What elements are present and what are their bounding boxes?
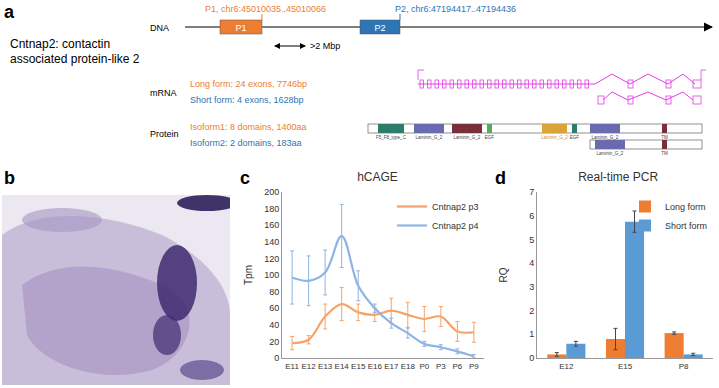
- svg-text:P1, chr6:45010035..45010066: P1, chr6:45010035..45010066: [205, 4, 326, 14]
- svg-text:E11: E11: [285, 362, 299, 371]
- svg-text:E18: E18: [401, 362, 416, 371]
- svg-text:Laminin_G_2: Laminin_G_2: [597, 151, 624, 156]
- svg-text:200: 200: [264, 187, 279, 197]
- svg-text:Tpm: Tpm: [243, 265, 254, 285]
- svg-text:P8: P8: [679, 362, 689, 371]
- svg-text:E12: E12: [559, 362, 574, 371]
- svg-text:120: 120: [264, 254, 279, 264]
- svg-text:Cntnap2 p4: Cntnap2 p4: [432, 221, 479, 231]
- svg-text:Short form: Short form: [665, 221, 707, 231]
- svg-text:associated protein-like 2: associated protein-like 2: [10, 52, 140, 66]
- svg-text:E16: E16: [368, 362, 383, 371]
- svg-text:TM: TM: [661, 151, 668, 156]
- html-text:d: d: [495, 168, 506, 188]
- svg-text:P1: P1: [235, 23, 246, 33]
- svg-text:1: 1: [529, 329, 534, 339]
- svg-text:180: 180: [264, 204, 279, 214]
- svg-text:Short form: 4 exons, 1628bp: Short form: 4 exons, 1628bp: [190, 95, 304, 105]
- svg-text:3: 3: [529, 282, 534, 292]
- svg-text:100: 100: [264, 270, 279, 280]
- svg-text:E13: E13: [318, 362, 333, 371]
- svg-text:P2: P2: [374, 23, 385, 33]
- svg-text:P0: P0: [419, 362, 429, 371]
- svg-text:40: 40: [269, 320, 279, 330]
- svg-text:RQ: RQ: [498, 267, 509, 282]
- svg-text:Cntnap2 p3: Cntnap2 p3: [432, 202, 479, 212]
- svg-text:Laminin_G_2: Laminin_G_2: [454, 135, 481, 140]
- svg-text:mRNA: mRNA: [150, 88, 177, 98]
- svg-text:EGF: EGF: [570, 135, 580, 140]
- svg-text:E12: E12: [302, 362, 317, 371]
- svg-text:0: 0: [274, 353, 279, 363]
- svg-text:EGF: EGF: [485, 135, 495, 140]
- svg-text:Cntnap2: contactin: Cntnap2: contactin: [10, 37, 110, 51]
- svg-text:160: 160: [264, 220, 279, 230]
- svg-text:140: 140: [264, 237, 279, 247]
- svg-text:5: 5: [529, 235, 534, 245]
- svg-text:80: 80: [269, 287, 279, 297]
- svg-text:TM: TM: [661, 135, 668, 140]
- svg-text:20: 20: [269, 337, 279, 347]
- svg-text:Laminin_G_2: Laminin_G_2: [592, 135, 619, 140]
- svg-text:DNA: DNA: [150, 23, 169, 33]
- svg-text:7: 7: [529, 187, 534, 197]
- svg-text:P6: P6: [452, 362, 462, 371]
- svg-text:P9: P9: [469, 362, 479, 371]
- svg-text:Protein: Protein: [150, 129, 179, 139]
- html-text:c: c: [240, 168, 250, 188]
- svg-text:0: 0: [529, 353, 534, 363]
- svg-text:6: 6: [529, 211, 534, 221]
- svg-text:E15: E15: [351, 362, 366, 371]
- svg-text:Laminin_G_2: Laminin_G_2: [541, 135, 568, 140]
- svg-text:P3: P3: [436, 362, 446, 371]
- svg-text:P2, chr6:47194417..47194436: P2, chr6:47194417..47194436: [395, 4, 516, 14]
- svg-text:>2 Mbp: >2 Mbp: [310, 41, 340, 51]
- svg-text:Isoform2: 2 domains, 183aa: Isoform2: 2 domains, 183aa: [190, 138, 302, 148]
- svg-text:E14: E14: [335, 362, 350, 371]
- svg-text:Isoform1: 8 domains, 1400aa: Isoform1: 8 domains, 1400aa: [190, 122, 307, 132]
- svg-text:60: 60: [269, 303, 279, 313]
- svg-text:2: 2: [529, 306, 534, 316]
- svg-text:Laminin_G_2: Laminin_G_2: [416, 135, 443, 140]
- svg-text:E15: E15: [618, 362, 633, 371]
- svg-text:4: 4: [529, 258, 534, 268]
- svg-text:Long form: Long form: [665, 202, 706, 212]
- svg-text:hCAGE: hCAGE: [357, 170, 398, 184]
- svg-text:E17: E17: [384, 362, 399, 371]
- svg-text:F5_F8_type_C: F5_F8_type_C: [376, 135, 407, 140]
- html-text:a: a: [4, 2, 14, 22]
- html-text:b: b: [4, 168, 15, 188]
- svg-text:Long form: 24 exons, 7746bp: Long form: 24 exons, 7746bp: [190, 79, 307, 89]
- svg-text:Real-time PCR: Real-time PCR: [578, 170, 658, 184]
